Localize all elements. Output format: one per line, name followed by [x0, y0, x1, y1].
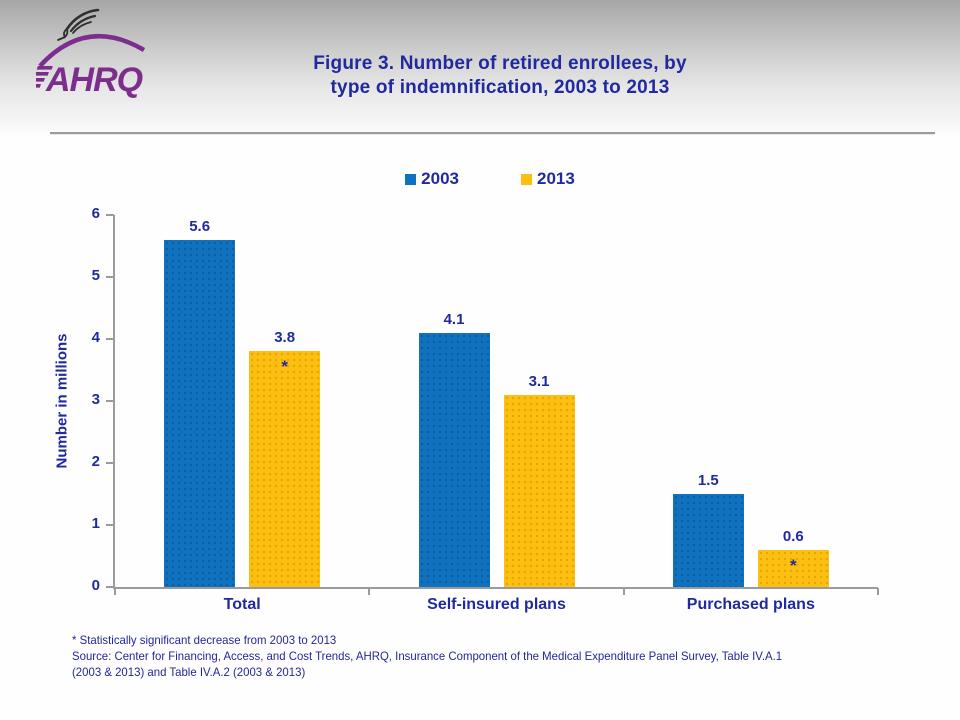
legend-label: 2003: [421, 169, 459, 188]
footnotes: * Statistically significant decrease fro…: [72, 632, 908, 680]
y-axis-tick: [106, 462, 114, 464]
x-axis-tick: [114, 588, 116, 595]
y-axis-tick-label: 3: [91, 391, 100, 408]
bar-2013: [503, 394, 575, 587]
bar-value-label: 5.6: [189, 217, 211, 235]
bar-2003: [418, 332, 490, 587]
ahrq-logo-svg: AHRQ: [24, 8, 146, 99]
y-axis-tick: [106, 400, 114, 402]
y-axis-tick: [106, 524, 114, 526]
footnote-source-line2: (2003 & 2013) and Table IV.A.2 (2003 & 2…: [72, 665, 306, 679]
category-label: Total: [223, 596, 261, 613]
hhs-eagle-icon: [57, 8, 100, 41]
figure-title-line2: type of indemnification, 2003 to 2013: [330, 77, 670, 98]
footnote-significance: * Statistically significant decrease fro…: [72, 633, 337, 647]
y-axis-tick: [106, 214, 114, 216]
significance-asterisk: *: [281, 357, 288, 377]
bar-2013: [249, 351, 321, 587]
y-axis-tick: [106, 586, 114, 588]
header-band: [0, 0, 960, 136]
x-axis-tick: [368, 588, 371, 595]
legend-swatch-icon: [405, 173, 417, 185]
bar-2003: [672, 494, 744, 587]
bar-value-label: 3.8: [274, 329, 296, 347]
x-axis-line: [113, 587, 878, 589]
ahrq-wordmark: AHRQ: [24, 34, 146, 99]
y-axis-tick-label: 0: [91, 577, 100, 594]
x-axis-tick: [877, 588, 879, 595]
y-axis-tick: [106, 338, 114, 340]
chart-legend: 2003 2013: [10, 169, 960, 189]
header-divider: [50, 132, 935, 135]
y-axis-tick-label: 4: [91, 329, 100, 346]
category-label: Self-insured plans: [427, 596, 566, 613]
bar-value-label: 4.1: [443, 310, 465, 328]
category-label: Purchased plans: [686, 596, 815, 613]
footnote-source-line1: Source: Center for Financing, Access, an…: [72, 649, 783, 663]
bar-2013: [757, 549, 829, 587]
legend-item-2003: 2003: [405, 169, 459, 189]
significance-asterisk: *: [790, 555, 797, 575]
y-axis-tick-label: 2: [91, 453, 100, 470]
legend-swatch-icon: [521, 173, 532, 185]
y-axis-tick-label: 6: [91, 205, 100, 222]
svg-text:AHRQ: AHRQ: [45, 61, 143, 99]
bar-2003: [164, 239, 236, 587]
y-axis-line: [113, 215, 115, 589]
y-axis-tick: [106, 276, 114, 278]
bar-value-label: 0.6: [782, 527, 804, 545]
figure-title: Figure 3. Number of retired enrollees, b…: [240, 52, 760, 100]
ahrq-logo: AHRQ: [24, 4, 148, 102]
figure-title-line1: Figure 3. Number of retired enrollees, b…: [313, 53, 687, 74]
legend-item-2013: 2013: [521, 169, 575, 189]
bar-value-label: 3.1: [528, 372, 550, 390]
y-axis-tick-label: 1: [91, 515, 100, 532]
y-axis-tick-label: 5: [91, 267, 100, 284]
x-axis-tick: [622, 588, 625, 595]
legend-label: 2013: [537, 169, 575, 188]
bar-value-label: 1.5: [697, 472, 719, 489]
